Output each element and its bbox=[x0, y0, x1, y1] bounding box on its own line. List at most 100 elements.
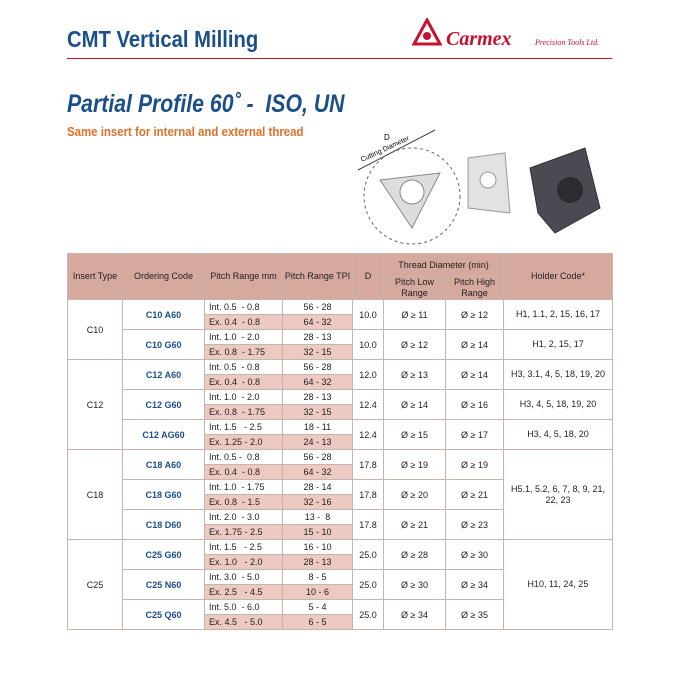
ordering-code: C12 G60 bbox=[122, 389, 205, 420]
logo-icon bbox=[412, 18, 442, 46]
table-row: Ex. 1.75 - 2.5 15 - 10 bbox=[68, 524, 613, 540]
pitch-tpi: 8 - 5 bbox=[282, 569, 353, 585]
holder-code: H1, 1.1, 2, 15, 16, 17 bbox=[503, 299, 613, 330]
pitch-mm: Ex. 0.8 - 1.75 bbox=[204, 404, 283, 420]
table-row: C18 D60 Int. 2.0 - 3.0 13 - 8 17.8 Ø ≥ 21 Ø ≥… bbox=[68, 509, 613, 540]
thread-high: Ø ≥ 35 bbox=[445, 599, 504, 630]
header-cell: Pitch Range mm bbox=[204, 253, 283, 300]
pitch-tpi: 64 - 32 bbox=[282, 374, 353, 390]
holder-code: H3, 4, 5, 18, 19, 20 bbox=[503, 389, 613, 420]
header-cell: Holder Code* bbox=[503, 253, 613, 300]
insert-type: C25 bbox=[67, 539, 123, 630]
pitch-mm: Int. 2.0 - 3.0 bbox=[204, 509, 283, 525]
pitch-mm: Int. 3.0 - 5.0 bbox=[204, 569, 283, 585]
pitch-mm: Int. 1.0 - 2.0 bbox=[204, 329, 283, 345]
pitch-mm: Int. 1.5 - 2.5 bbox=[204, 419, 283, 435]
divider bbox=[67, 58, 612, 59]
section-title: Partial Profile 60˚ - ISO, UN bbox=[67, 90, 345, 118]
thread-high: Ø ≥ 34 bbox=[445, 569, 504, 600]
pitch-mm: Ex. 0.8 - 1.75 bbox=[204, 344, 283, 360]
diagram-label-d: D bbox=[384, 133, 390, 142]
diameter: 12.0 bbox=[352, 359, 384, 390]
pitch-tpi: 56 - 28 bbox=[282, 449, 353, 465]
table-row: Ex. 1.25 - 2.0 24 - 13 bbox=[68, 434, 613, 450]
holder-code: H3, 3.1, 4, 5, 18, 19, 20 bbox=[503, 359, 613, 390]
thread-low: Ø ≥ 34 bbox=[383, 599, 446, 630]
table-row: Ex. 0.4 - 0.8 64 - 32 bbox=[68, 464, 613, 480]
ordering-code: C25 N60 bbox=[122, 569, 205, 600]
pitch-mm: Int. 0.5 - 0.8 bbox=[204, 299, 283, 315]
header-cell: Pitch High Range bbox=[445, 276, 504, 300]
pitch-mm: Ex. 0.8 - 1.5 bbox=[204, 494, 283, 510]
thread-low: Ø ≥ 28 bbox=[383, 539, 446, 570]
pitch-tpi: 18 - 11 bbox=[282, 419, 353, 435]
header-cell: Thread Diameter (min) bbox=[383, 253, 504, 277]
pitch-tpi: 28 - 14 bbox=[282, 479, 353, 495]
pitch-tpi: 13 - 8 bbox=[282, 509, 353, 525]
page-title: CMT Vertical Milling bbox=[67, 26, 259, 52]
pitch-mm: Ex. 0.4 - 0.8 bbox=[204, 314, 283, 330]
table-row: Ex. 0.8 - 1.5 32 - 16 bbox=[68, 494, 613, 510]
thread-high: Ø ≥ 23 bbox=[445, 509, 504, 540]
table-row: Ex. 0.8 - 1.75 32 - 15 bbox=[68, 404, 613, 420]
ordering-code: C10 A60 bbox=[122, 299, 205, 330]
thread-high: Ø ≥ 14 bbox=[445, 329, 504, 360]
pitch-tpi: 24 - 13 bbox=[282, 434, 353, 450]
brand-tagline: Precision Tools Ltd. bbox=[535, 38, 600, 47]
header-cell: Insert Type bbox=[67, 253, 123, 300]
pitch-mm: Int. 1.0 - 1.75 bbox=[204, 479, 283, 495]
table-row: C10 C10 A60 Int. 0.5 - 0.8 56 - 28 10.0 Ø ≥ 1… bbox=[67, 299, 613, 360]
header-cell: D bbox=[352, 253, 384, 300]
ordering-code: C25 Q60 bbox=[122, 599, 205, 630]
pitch-tpi: 64 - 32 bbox=[282, 314, 353, 330]
pitch-mm: Int. 5.0 - 6.0 bbox=[204, 599, 283, 615]
holder-code: H3, 4, 5, 18, 20 bbox=[503, 419, 613, 450]
ordering-code: C10 G60 bbox=[122, 329, 205, 360]
pitch-tpi: 10 - 6 bbox=[282, 584, 353, 600]
diameter: 17.8 bbox=[352, 449, 384, 480]
thread-high: Ø ≥ 16 bbox=[445, 389, 504, 420]
diameter: 12.4 bbox=[352, 419, 384, 450]
thread-high: Ø ≥ 12 bbox=[445, 299, 504, 330]
pitch-tpi: 32 - 15 bbox=[282, 404, 353, 420]
thread-low: Ø ≥ 30 bbox=[383, 569, 446, 600]
pitch-tpi: 56 - 28 bbox=[282, 359, 353, 375]
table-row: C18 G60 Int. 1.0 - 1.75 28 - 14 17.8 Ø ≥ 20 Ø… bbox=[68, 479, 613, 510]
pitch-mm: Int. 0.5 - 0.8 bbox=[204, 449, 283, 465]
thread-high: Ø ≥ 17 bbox=[445, 419, 504, 450]
pitch-tpi: 5 - 4 bbox=[282, 599, 353, 615]
table-row: C25 C25 G60 Int. 1.5 - 2.5 16 - 10 25.0 Ø ≥ 2… bbox=[67, 539, 613, 630]
table-row: C18 C18 A60 Int. 0.5 - 0.8 56 - 28 17.8 Ø ≥ 1… bbox=[67, 449, 613, 540]
insert-type: C12 bbox=[67, 359, 123, 450]
diameter: 10.0 bbox=[352, 329, 384, 360]
ordering-code: C12 A60 bbox=[122, 359, 205, 390]
pitch-tpi: 6 - 5 bbox=[282, 614, 353, 630]
ordering-code: C18 A60 bbox=[122, 449, 205, 480]
pitch-mm: Ex. 0.4 - 0.8 bbox=[204, 464, 283, 480]
pitch-tpi: 28 - 13 bbox=[282, 389, 353, 405]
header-cell: Ordering Code bbox=[122, 253, 205, 300]
pitch-mm: Int. 1.5 - 2.5 bbox=[204, 539, 283, 555]
pitch-tpi: 64 - 32 bbox=[282, 464, 353, 480]
brand: Carmex bbox=[446, 28, 512, 50]
table-row: Ex. 0.8 - 1.75 32 - 15 bbox=[68, 344, 613, 360]
insert-type: C18 bbox=[67, 449, 123, 540]
holder-code: H10, 11, 24, 25 bbox=[503, 539, 613, 630]
ordering-code: C25 G60 bbox=[122, 539, 205, 570]
ordering-code: C18 D60 bbox=[122, 509, 205, 540]
pitch-mm: Ex. 4.5 - 5.0 bbox=[204, 614, 283, 630]
pitch-tpi: 28 - 13 bbox=[282, 554, 353, 570]
thread-low: Ø ≥ 20 bbox=[383, 479, 446, 510]
table-row: Ex. 1.0 - 2.0 28 - 13 bbox=[68, 554, 613, 570]
spec-table: Insert Type Ordering Code Pitch Range mm Pi… bbox=[67, 253, 613, 630]
holder-code: H1, 2, 15, 17 bbox=[503, 329, 613, 360]
pitch-tpi: 32 - 16 bbox=[282, 494, 353, 510]
pitch-mm: Ex. 1.0 - 2.0 bbox=[204, 554, 283, 570]
pitch-mm: Ex. 0.4 - 0.8 bbox=[204, 374, 283, 390]
diameter: 10.0 bbox=[352, 299, 384, 330]
thread-high: Ø ≥ 14 bbox=[445, 359, 504, 390]
thread-low: Ø ≥ 19 bbox=[383, 449, 446, 480]
diameter: 17.8 bbox=[352, 479, 384, 510]
pitch-tpi: 16 - 10 bbox=[282, 539, 353, 555]
